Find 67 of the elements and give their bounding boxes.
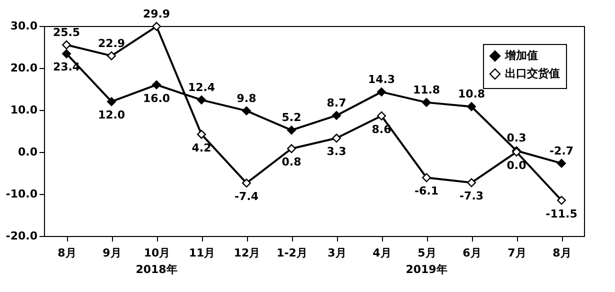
point — [62, 49, 71, 58]
legend-label: 出口交货值 — [505, 67, 560, 80]
point — [152, 22, 161, 31]
point — [332, 110, 341, 120]
y-tick-label: 20.0 — [10, 62, 38, 74]
data-label: 0.0 — [506, 159, 527, 172]
data-label: 8.7 — [326, 96, 346, 110]
x-tick-label: 4月 — [372, 246, 392, 260]
point — [287, 144, 296, 154]
data-label: 5.2 — [282, 111, 302, 124]
data-label: -7.4 — [234, 190, 259, 204]
y-tick-label: -20.0 — [6, 230, 38, 242]
data-label: 4.2 — [192, 141, 212, 154]
point — [287, 126, 296, 135]
data-label: 16.0 — [142, 92, 170, 105]
y-tick-label: 30.0 — [10, 20, 38, 32]
point — [152, 80, 161, 90]
x-tick-label: 7月 — [508, 246, 526, 260]
y-tick-label: 10.0 — [10, 104, 38, 116]
point — [197, 130, 206, 139]
x-tick-label: 11月 — [188, 246, 216, 260]
data-label: -2.7 — [549, 144, 574, 158]
point — [242, 106, 251, 116]
data-label: 22.9 — [98, 36, 126, 50]
data-label: 3.3 — [326, 145, 346, 158]
data-label: 29.9 — [142, 7, 170, 20]
point — [557, 196, 566, 205]
point — [422, 173, 431, 182]
point — [467, 178, 476, 188]
data-label: 10.8 — [458, 88, 486, 101]
data-label: 12.4 — [188, 80, 216, 94]
data-label: -7.3 — [459, 190, 484, 203]
data-label: -6.1 — [414, 184, 439, 198]
x-tick-label: 9月 — [102, 246, 122, 260]
data-label: 9.8 — [236, 92, 256, 105]
text: 2019年 — [406, 263, 448, 276]
x-tick-label: 5月 — [418, 246, 436, 260]
point — [332, 134, 341, 143]
point — [467, 102, 476, 112]
point — [62, 40, 71, 50]
x-tick-label: 8月 — [552, 246, 572, 260]
text: 2018年 — [136, 263, 178, 276]
x-tick-label: 3月 — [328, 246, 346, 260]
y-tick-label: -10.0 — [6, 188, 38, 200]
data-label: 0.8 — [282, 156, 302, 169]
point — [197, 95, 206, 104]
point — [557, 158, 566, 168]
point — [242, 178, 251, 188]
point — [107, 97, 116, 106]
data-label: 14.3 — [368, 72, 396, 86]
y-tick-label: 0.0 — [18, 146, 38, 158]
data-label: 11.8 — [412, 83, 440, 96]
data-label: -11.5 — [546, 207, 578, 220]
x-tick-label: 1-2月 — [276, 246, 308, 260]
data-label: 12.0 — [98, 108, 126, 122]
data-label: 0.3 — [506, 132, 526, 145]
x-tick-label: 10月 — [144, 246, 170, 260]
point — [377, 87, 386, 96]
data-label: 25.5 — [52, 26, 80, 39]
data-label: 8.6 — [372, 122, 392, 136]
x-tick-label: 12月 — [234, 246, 260, 260]
point — [422, 98, 431, 107]
point — [377, 111, 386, 120]
point — [107, 51, 116, 60]
x-tick-label: 8月 — [58, 246, 76, 260]
x-tick-label: 6月 — [462, 246, 482, 260]
legend-label: 增加值 — [504, 49, 538, 62]
